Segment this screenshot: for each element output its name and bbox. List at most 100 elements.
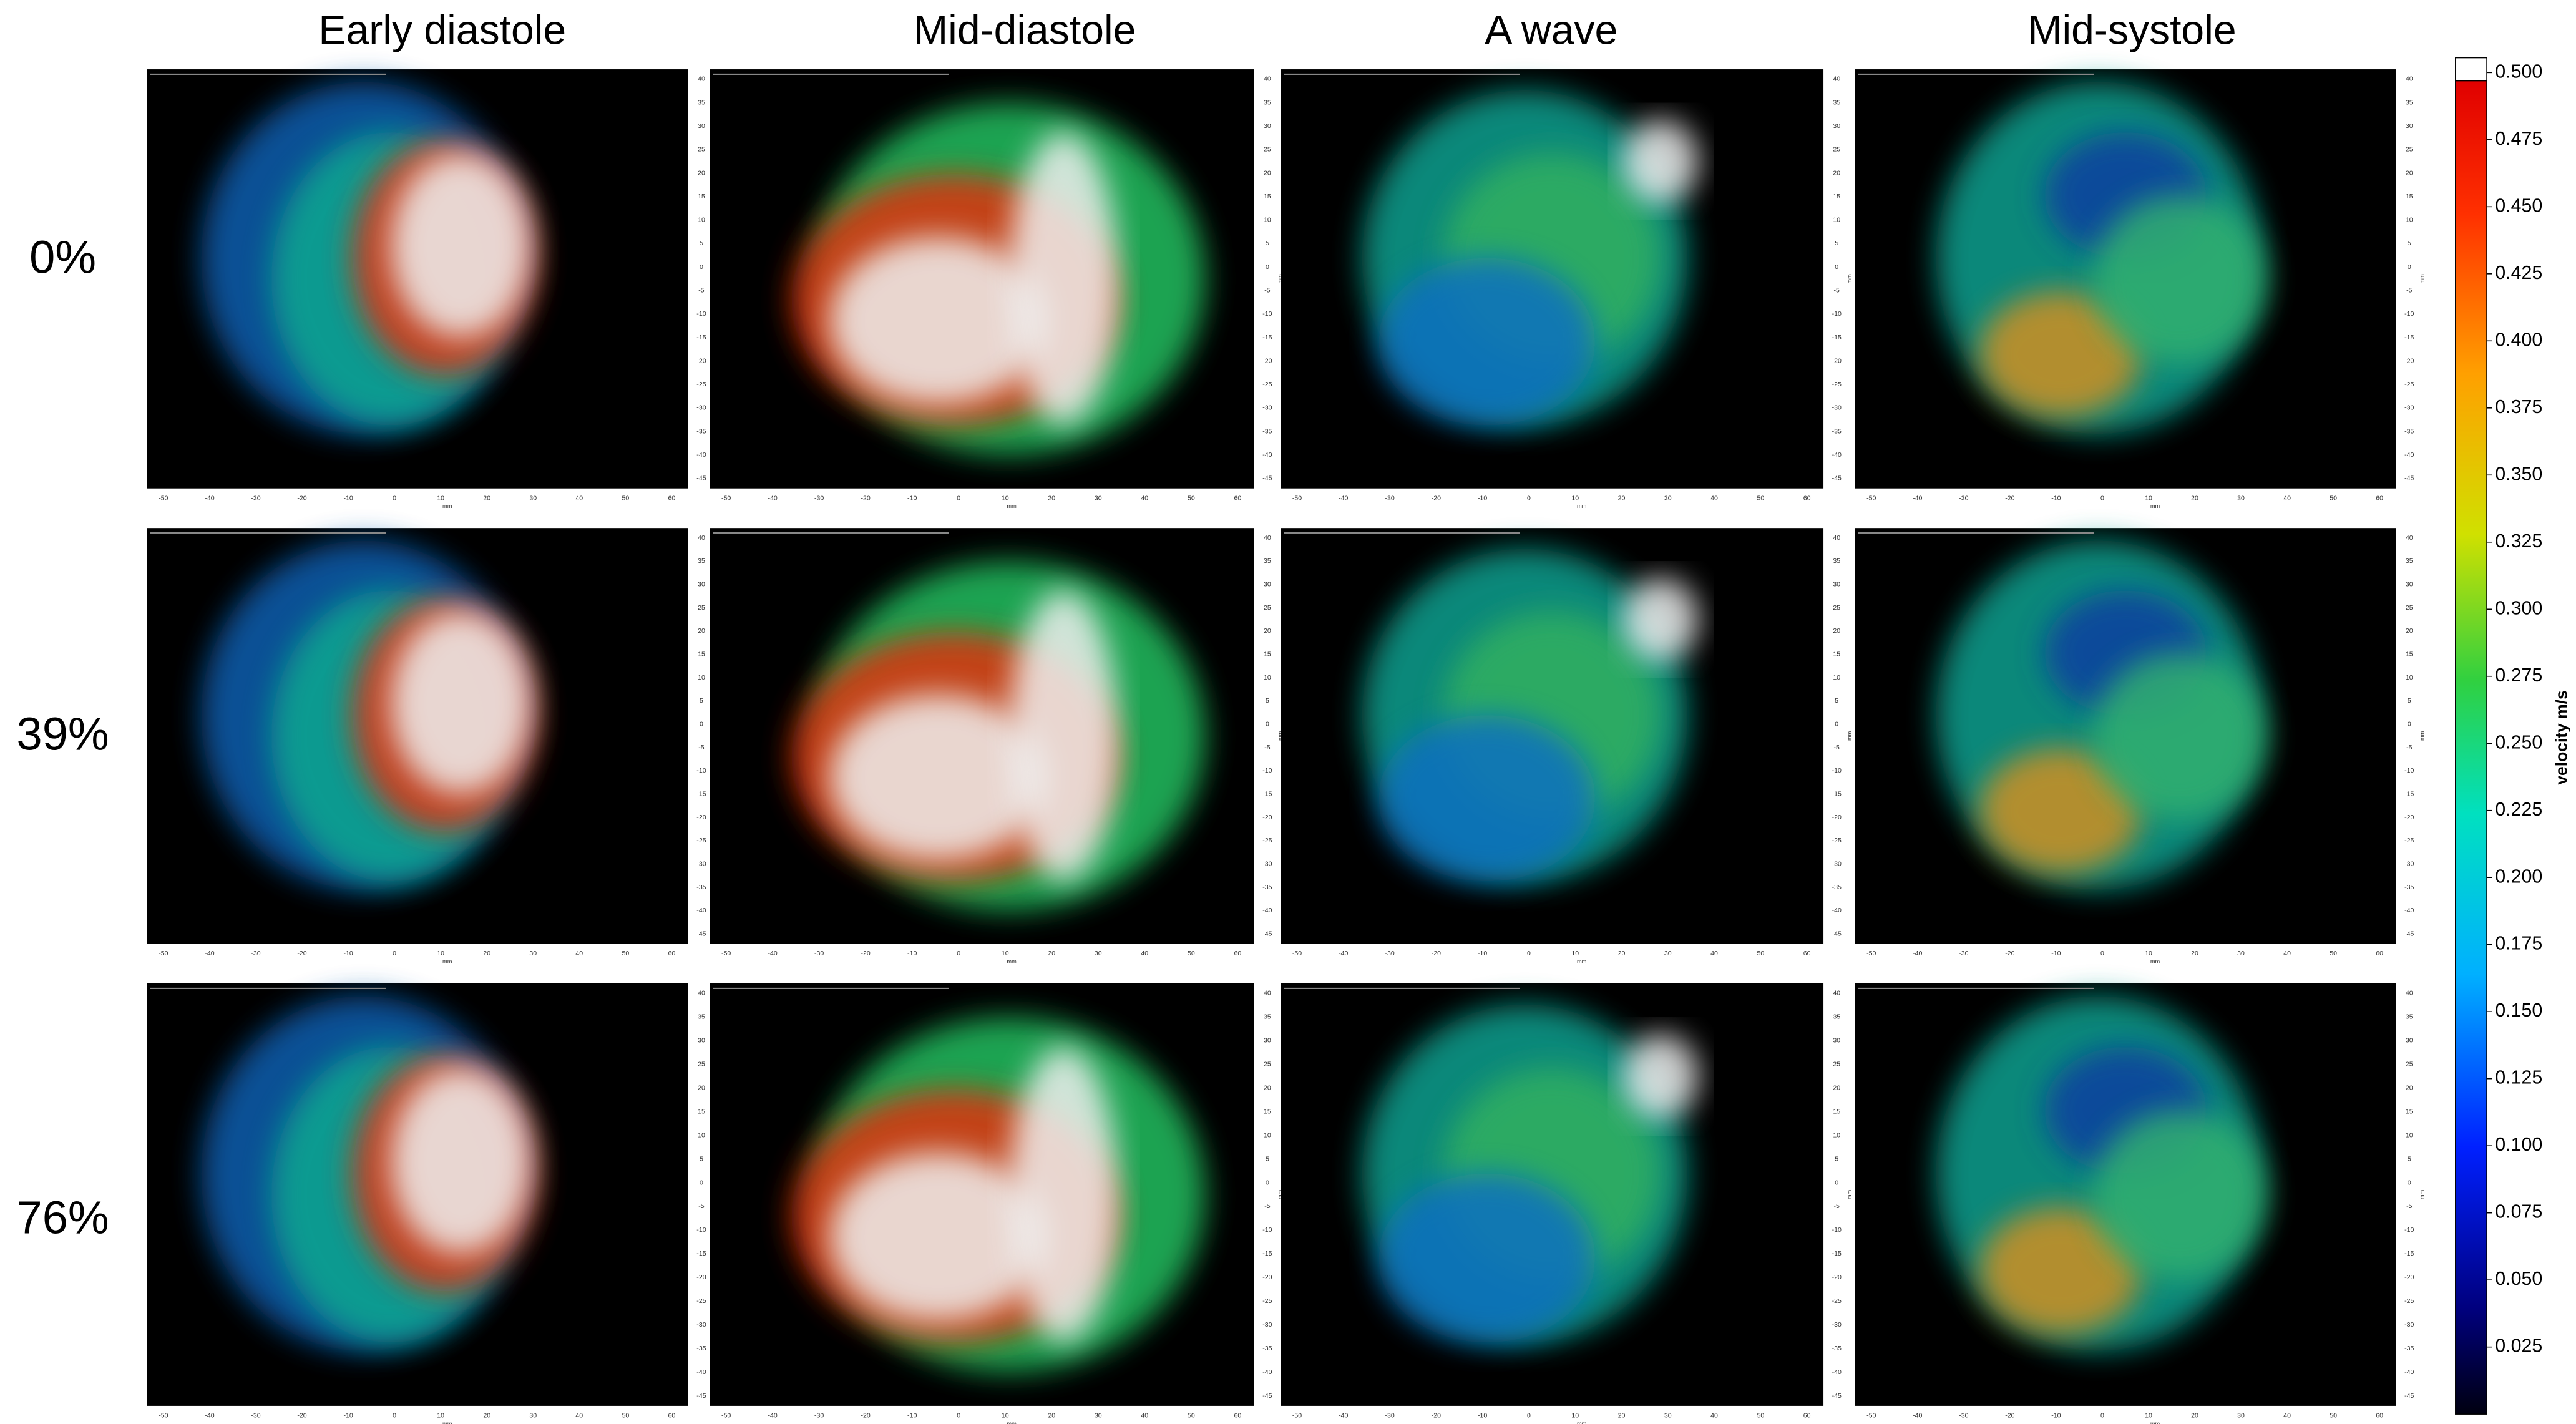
panel-y-tick-label: 40 xyxy=(2406,76,2413,83)
panel-y-tick-label: -30 xyxy=(696,860,706,867)
panel-x-label: mm xyxy=(1577,1420,1587,1424)
panel-y-tick-label: -40 xyxy=(2404,1368,2414,1376)
panel-y-label: mm xyxy=(1277,731,1284,741)
panel-y-tick-label: -10 xyxy=(1832,1226,1842,1234)
panel-x-tick-label: 50 xyxy=(1188,1412,1195,1420)
panel-x-tick-label: 0 xyxy=(2100,494,2104,502)
panel-y-tick-label: 40 xyxy=(698,990,705,997)
panel-x-tick-label: -50 xyxy=(159,1412,168,1420)
panel-x-tick-label: 30 xyxy=(529,494,537,502)
panel-x-tick-label: -50 xyxy=(721,950,731,957)
panel-x-tick-label: 20 xyxy=(2191,950,2198,957)
panel-y-tick-label: -10 xyxy=(1262,310,1272,318)
panel-x-tick-label: -40 xyxy=(1339,950,1348,957)
panel-y-tick-label: -30 xyxy=(1832,860,1842,867)
panel-y-tick-label: 10 xyxy=(698,1131,705,1139)
panel-x-tick-label: 30 xyxy=(529,950,537,957)
panel-x-tick-label: -20 xyxy=(1432,1412,1441,1420)
panel-x-tick-label: 30 xyxy=(1095,494,1102,502)
panel-x-tick-label: 60 xyxy=(2376,1412,2383,1420)
flow-region xyxy=(1622,1034,1699,1119)
panel-x-tick-label: 50 xyxy=(1757,950,1764,957)
panel-x-tick-label: 30 xyxy=(529,1412,537,1420)
colorbar-tick-label: 0.075 xyxy=(2495,1201,2542,1222)
panel-y-tick-label: -45 xyxy=(1262,1392,1272,1400)
panel-y-tick-label: -35 xyxy=(1832,1345,1842,1352)
panel-y-tick-label: 40 xyxy=(698,76,705,83)
panel-y-tick-label: -25 xyxy=(2404,1297,2414,1305)
panel-y-tick-label: 20 xyxy=(2406,627,2413,635)
panel-x-tick-label: 60 xyxy=(1803,950,1811,957)
panel-x-tick-label: 40 xyxy=(1141,1412,1148,1420)
panel-x-tick-label: -30 xyxy=(1959,1412,1968,1420)
panel-y-tick-label: -20 xyxy=(696,814,706,821)
panel-y-tick-label: 15 xyxy=(1833,650,1840,658)
panel-x-tick-label: 50 xyxy=(622,1412,629,1420)
panel-x-tick-label: 20 xyxy=(1618,1412,1626,1420)
flow-region xyxy=(1979,1207,2142,1334)
panel-x-tick-label: 10 xyxy=(2145,494,2152,502)
flow-region xyxy=(829,1152,1048,1322)
panel-x-tick-label: 10 xyxy=(437,494,444,502)
panel-y-tick-label: 10 xyxy=(1264,217,1271,224)
panel-y-tick-label: -35 xyxy=(2404,1345,2414,1352)
panel-y-tick-label: -25 xyxy=(696,1297,706,1305)
panel-x-tick-label: 10 xyxy=(1571,494,1579,502)
panel-y-tick-label: -45 xyxy=(1832,930,1842,937)
flow-region xyxy=(1622,578,1699,661)
panel-x-tick-label: 0 xyxy=(957,1412,960,1420)
panel-x-tick-label: -50 xyxy=(1292,1412,1302,1420)
panel-x-tick-label: -50 xyxy=(1292,950,1302,957)
panel-y-tick-label: 0 xyxy=(700,720,703,728)
panel-x-tick-label: 60 xyxy=(1803,494,1811,502)
colorbar-tick-label: 0.100 xyxy=(2495,1134,2542,1155)
panel-y-tick-label: 40 xyxy=(1833,534,1840,542)
panel-y-tick-label: -10 xyxy=(1832,767,1842,774)
panel-x-tick-label: 60 xyxy=(1234,950,1241,957)
panel-y-tick-label: -5 xyxy=(698,744,705,751)
panel-y-tick-label: 30 xyxy=(1264,122,1271,130)
panel-y-tick-label: -20 xyxy=(696,357,706,364)
panel-x-tick-label: -30 xyxy=(251,494,260,502)
panel-y-tick-label: -40 xyxy=(696,1368,706,1376)
panel-x-tick-label: -10 xyxy=(1478,494,1487,502)
panel-y-tick-label: -30 xyxy=(2404,404,2414,412)
panel-y-tick-label: -25 xyxy=(2404,837,2414,844)
panel-x-tick-label: -20 xyxy=(297,494,306,502)
panel-y-label: mm xyxy=(1847,274,1853,284)
panel-x-tick-label: 50 xyxy=(2330,950,2337,957)
panel-y-tick-label: 40 xyxy=(1264,990,1271,997)
panel-y-tick-label: -10 xyxy=(696,310,706,318)
panel-y-tick-label: -35 xyxy=(1832,427,1842,435)
panel-y-tick-label: 30 xyxy=(2406,1037,2413,1045)
panel-x-tick-label: -10 xyxy=(343,1412,353,1420)
panel-y-tick-label: 5 xyxy=(1835,1155,1838,1163)
flow-region xyxy=(829,694,1048,861)
panel-y-tick-label: 20 xyxy=(1833,1084,1840,1091)
panel-y-tick-label: 35 xyxy=(2406,557,2413,565)
panel-y-tick-label: -10 xyxy=(2404,767,2414,774)
panel-x-tick-label: 30 xyxy=(2237,1412,2245,1420)
panel-y-tick-label: 10 xyxy=(698,674,705,681)
panel-y-tick-label: 20 xyxy=(1833,627,1840,635)
panel-y-tick-label: -5 xyxy=(1834,286,1840,294)
flow-region xyxy=(1009,1046,1118,1343)
panel-y-tick-label: 15 xyxy=(1264,1108,1271,1115)
panel-x-tick-label: -20 xyxy=(1432,950,1441,957)
panel-x-tick-label: 40 xyxy=(1710,1412,1718,1420)
panel-y-tick-label: -15 xyxy=(2404,334,2414,341)
flow-panel: -50 -40 -30 -20 -10 0 10 20 30 40 50 60403530252015… xyxy=(1281,69,1853,509)
panel-y-tick-label: -5 xyxy=(2406,744,2413,751)
panel-y-tick-label: 15 xyxy=(1264,193,1271,200)
panel-x-tick-label: -30 xyxy=(251,950,260,957)
panel-y-tick-label: -5 xyxy=(2406,1202,2413,1210)
panel-y-tick-label: 25 xyxy=(1833,146,1840,154)
panel-x-tick-label: -40 xyxy=(1913,494,1922,502)
colorbar: velocity m/s 0.500 0.475 0.450 0.425 0.400 0.… xyxy=(2455,57,2571,1415)
panel-x-tick-label: -40 xyxy=(1913,950,1922,957)
panel-y-tick-label: -40 xyxy=(696,451,706,459)
panel-y-tick-label: -40 xyxy=(696,907,706,914)
panel-x-tick-label: 40 xyxy=(2283,494,2291,502)
panel-x-label: mm xyxy=(442,1420,452,1424)
panel-y-tick-label: -15 xyxy=(2404,790,2414,797)
